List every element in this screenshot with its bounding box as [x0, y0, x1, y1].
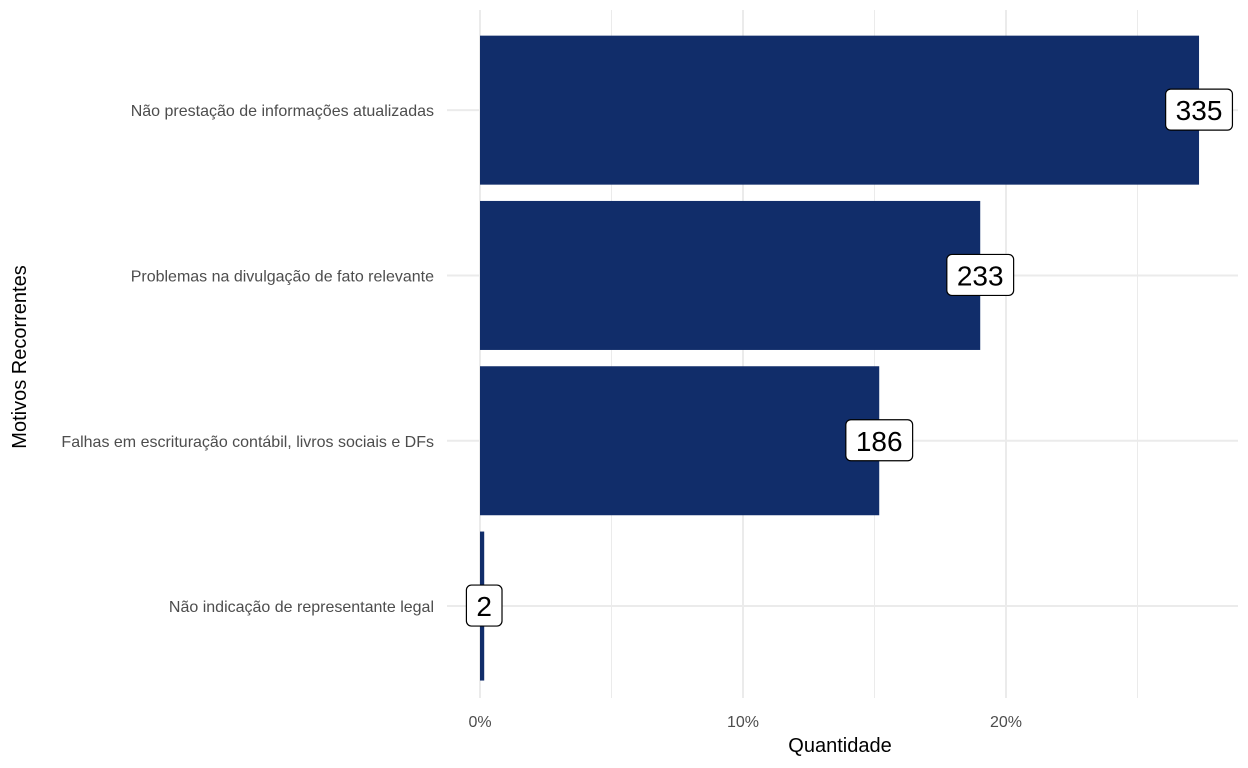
value-label: 233	[946, 253, 1015, 297]
value-label-text: 2	[476, 591, 492, 622]
value-label: 186	[845, 419, 914, 462]
bar	[480, 366, 880, 516]
x-axis: 0% 10% 20%	[468, 714, 1022, 731]
x-tick-label: 20%	[990, 714, 1022, 731]
bar	[480, 200, 981, 350]
x-tick-label: 0%	[468, 714, 491, 731]
value-label-text: 186	[856, 426, 903, 457]
y-tick-label: Problemas na divulgação de fato relevant…	[131, 268, 434, 285]
value-label: 2	[465, 584, 503, 627]
y-axis-title: Motivos Recorrentes	[9, 265, 31, 448]
value-label-text: 233	[957, 260, 1004, 291]
y-tick-label: Não indicação de representante legal	[169, 599, 434, 616]
value-label-box	[1165, 88, 1234, 131]
data-labels: 335 233 186 2	[465, 88, 1234, 627]
x-axis-title: Quantidade	[788, 735, 891, 757]
value-label-box	[465, 584, 503, 627]
x-tick-label: 10%	[727, 714, 759, 731]
bars	[480, 35, 1200, 681]
y-axis: Não prestação de informações atualizadas…	[61, 103, 434, 616]
value-label-text: 335	[1176, 95, 1223, 126]
y-tick-label: Falhas em escrituração contábil, livros …	[61, 434, 434, 451]
y-tick-label: Não prestação de informações atualizadas	[131, 103, 434, 120]
value-label-box	[946, 253, 1015, 297]
value-label-box	[845, 419, 914, 462]
bar	[480, 35, 1200, 185]
value-label: 335	[1165, 88, 1234, 131]
